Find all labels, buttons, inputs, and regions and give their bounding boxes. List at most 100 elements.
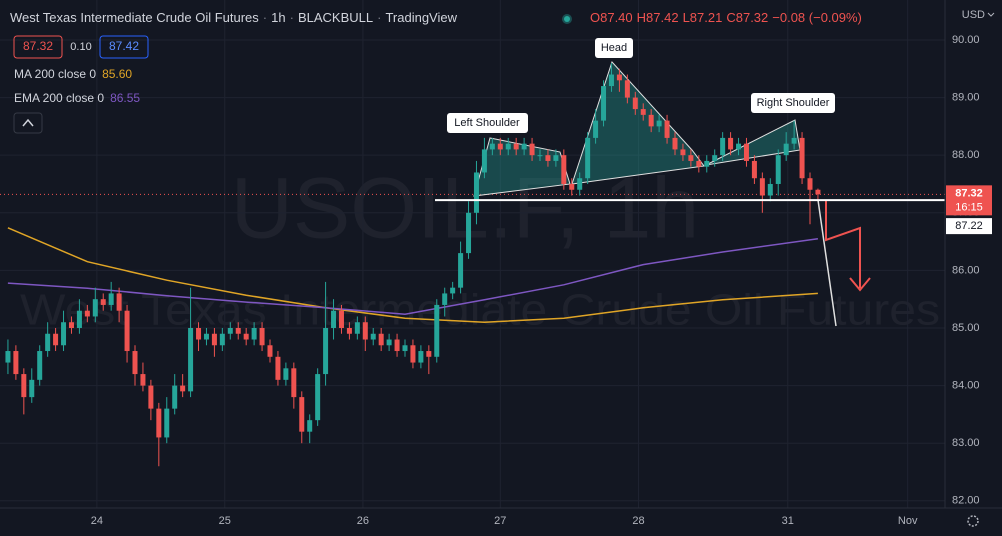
candle-body [481, 149, 487, 173]
settings-icon[interactable] [967, 515, 979, 527]
arrow-head [849, 277, 871, 292]
candle-body [783, 143, 789, 156]
candle-body [680, 149, 686, 156]
candle-body [688, 155, 694, 161]
candle-body [21, 374, 27, 398]
x-tick-label: 28 [632, 515, 644, 527]
annotation: Left Shoulder [454, 117, 520, 129]
background-layer: USOIL.F, 1h West Texas Intermediate Crud… [20, 161, 940, 335]
last-price-label: 87.32 [955, 187, 983, 199]
candle-body [323, 327, 329, 375]
collapse-icon [22, 118, 34, 127]
candle-body [211, 333, 217, 346]
candle-body [767, 183, 773, 196]
annotation: Right Shoulder [757, 97, 830, 109]
broker: BLACKBULL [298, 10, 373, 25]
candle-body [61, 322, 67, 346]
low: L87.21 [683, 10, 723, 25]
candle-body [196, 327, 202, 340]
candle-body [545, 155, 551, 161]
indicator-value: 86.55 [110, 91, 140, 105]
candle-body [608, 74, 614, 87]
neckline-box [946, 218, 992, 235]
candle-body [148, 385, 154, 409]
ohlc: O87.40 H87.42 L87.21 C87.32 −0.08 (−0.09%) [590, 10, 862, 25]
candle-body [338, 310, 344, 328]
candle-body [593, 120, 599, 138]
y-tick-label: 90.00 [952, 34, 980, 46]
candle-body [672, 137, 678, 150]
x-tick-label: 24 [91, 515, 103, 527]
indicator-value: 85.60 [102, 67, 132, 81]
separator: · [263, 10, 267, 25]
candle-body [720, 137, 726, 156]
separator: · [377, 10, 381, 25]
candle-body [346, 327, 352, 334]
candle-body [585, 137, 591, 179]
candle-body [275, 356, 281, 380]
candle-body [227, 327, 233, 334]
indicator-line [7, 227, 818, 323]
candle-body [402, 345, 408, 352]
bid-box[interactable] [13, 35, 63, 59]
collapse-button[interactable] [13, 112, 43, 134]
candle-body [394, 339, 400, 352]
candle-body [497, 143, 503, 150]
candle-body [172, 385, 178, 409]
status-dot [564, 16, 570, 22]
candle-body [13, 351, 19, 375]
candle-body [124, 310, 130, 352]
annotation-box [447, 113, 528, 133]
candle-body [156, 408, 162, 438]
watermark-ticker: USOIL.F, 1h [231, 161, 699, 257]
x-tick-label: 31 [782, 515, 794, 527]
candle-body [307, 420, 313, 432]
candle-body [386, 339, 392, 346]
candle-body [569, 183, 575, 190]
currency[interactable]: USD [962, 9, 985, 21]
candle-body [315, 374, 321, 421]
candle-body [378, 333, 384, 346]
price-axis-bg [945, 0, 1002, 536]
candle-body [577, 178, 583, 190]
ask: 87.42 [109, 39, 139, 53]
ask-box[interactable] [99, 35, 149, 59]
candle-body [664, 120, 670, 138]
candle-body [418, 351, 424, 363]
candle-body [434, 304, 440, 357]
candle-body [410, 345, 416, 363]
candle-body [632, 97, 638, 110]
candle-body [203, 333, 209, 340]
candle-body [791, 137, 797, 144]
annotation-box [751, 93, 835, 113]
candle-body [84, 310, 90, 317]
candle-body [712, 155, 718, 161]
watermark-symbol: West Texas Intermediate Crude Oil Future… [20, 286, 940, 335]
candle-body [624, 80, 630, 98]
candle-body [696, 160, 702, 167]
separator: · [290, 10, 294, 25]
interval: 1h [271, 10, 285, 25]
target-arrow [825, 200, 861, 288]
y-tick-label: 82.00 [952, 495, 980, 507]
candle-body [450, 287, 456, 294]
candle-body [601, 86, 607, 121]
candle-body [815, 189, 821, 195]
candle-body [299, 397, 305, 432]
candle-body [53, 333, 59, 346]
candle-body [291, 368, 297, 398]
platform: TradingView [385, 10, 457, 25]
candle-body [704, 160, 710, 167]
symbol: West Texas Intermediate Crude Oil Future… [10, 10, 259, 25]
x-tick-label: 27 [494, 515, 506, 527]
x-tick-label: Nov [898, 515, 918, 527]
close: C87.32 [726, 10, 768, 25]
time-axis-bg [0, 508, 945, 536]
y-tick-label: 83.00 [952, 437, 980, 449]
countdown-label: 16:15 [955, 201, 983, 213]
indicator-legend[interactable]: MA 200 close 0 85.60 [14, 67, 132, 81]
indicator-legend[interactable]: EMA 200 close 0 86.55 [14, 91, 140, 105]
candle-body [616, 74, 622, 81]
